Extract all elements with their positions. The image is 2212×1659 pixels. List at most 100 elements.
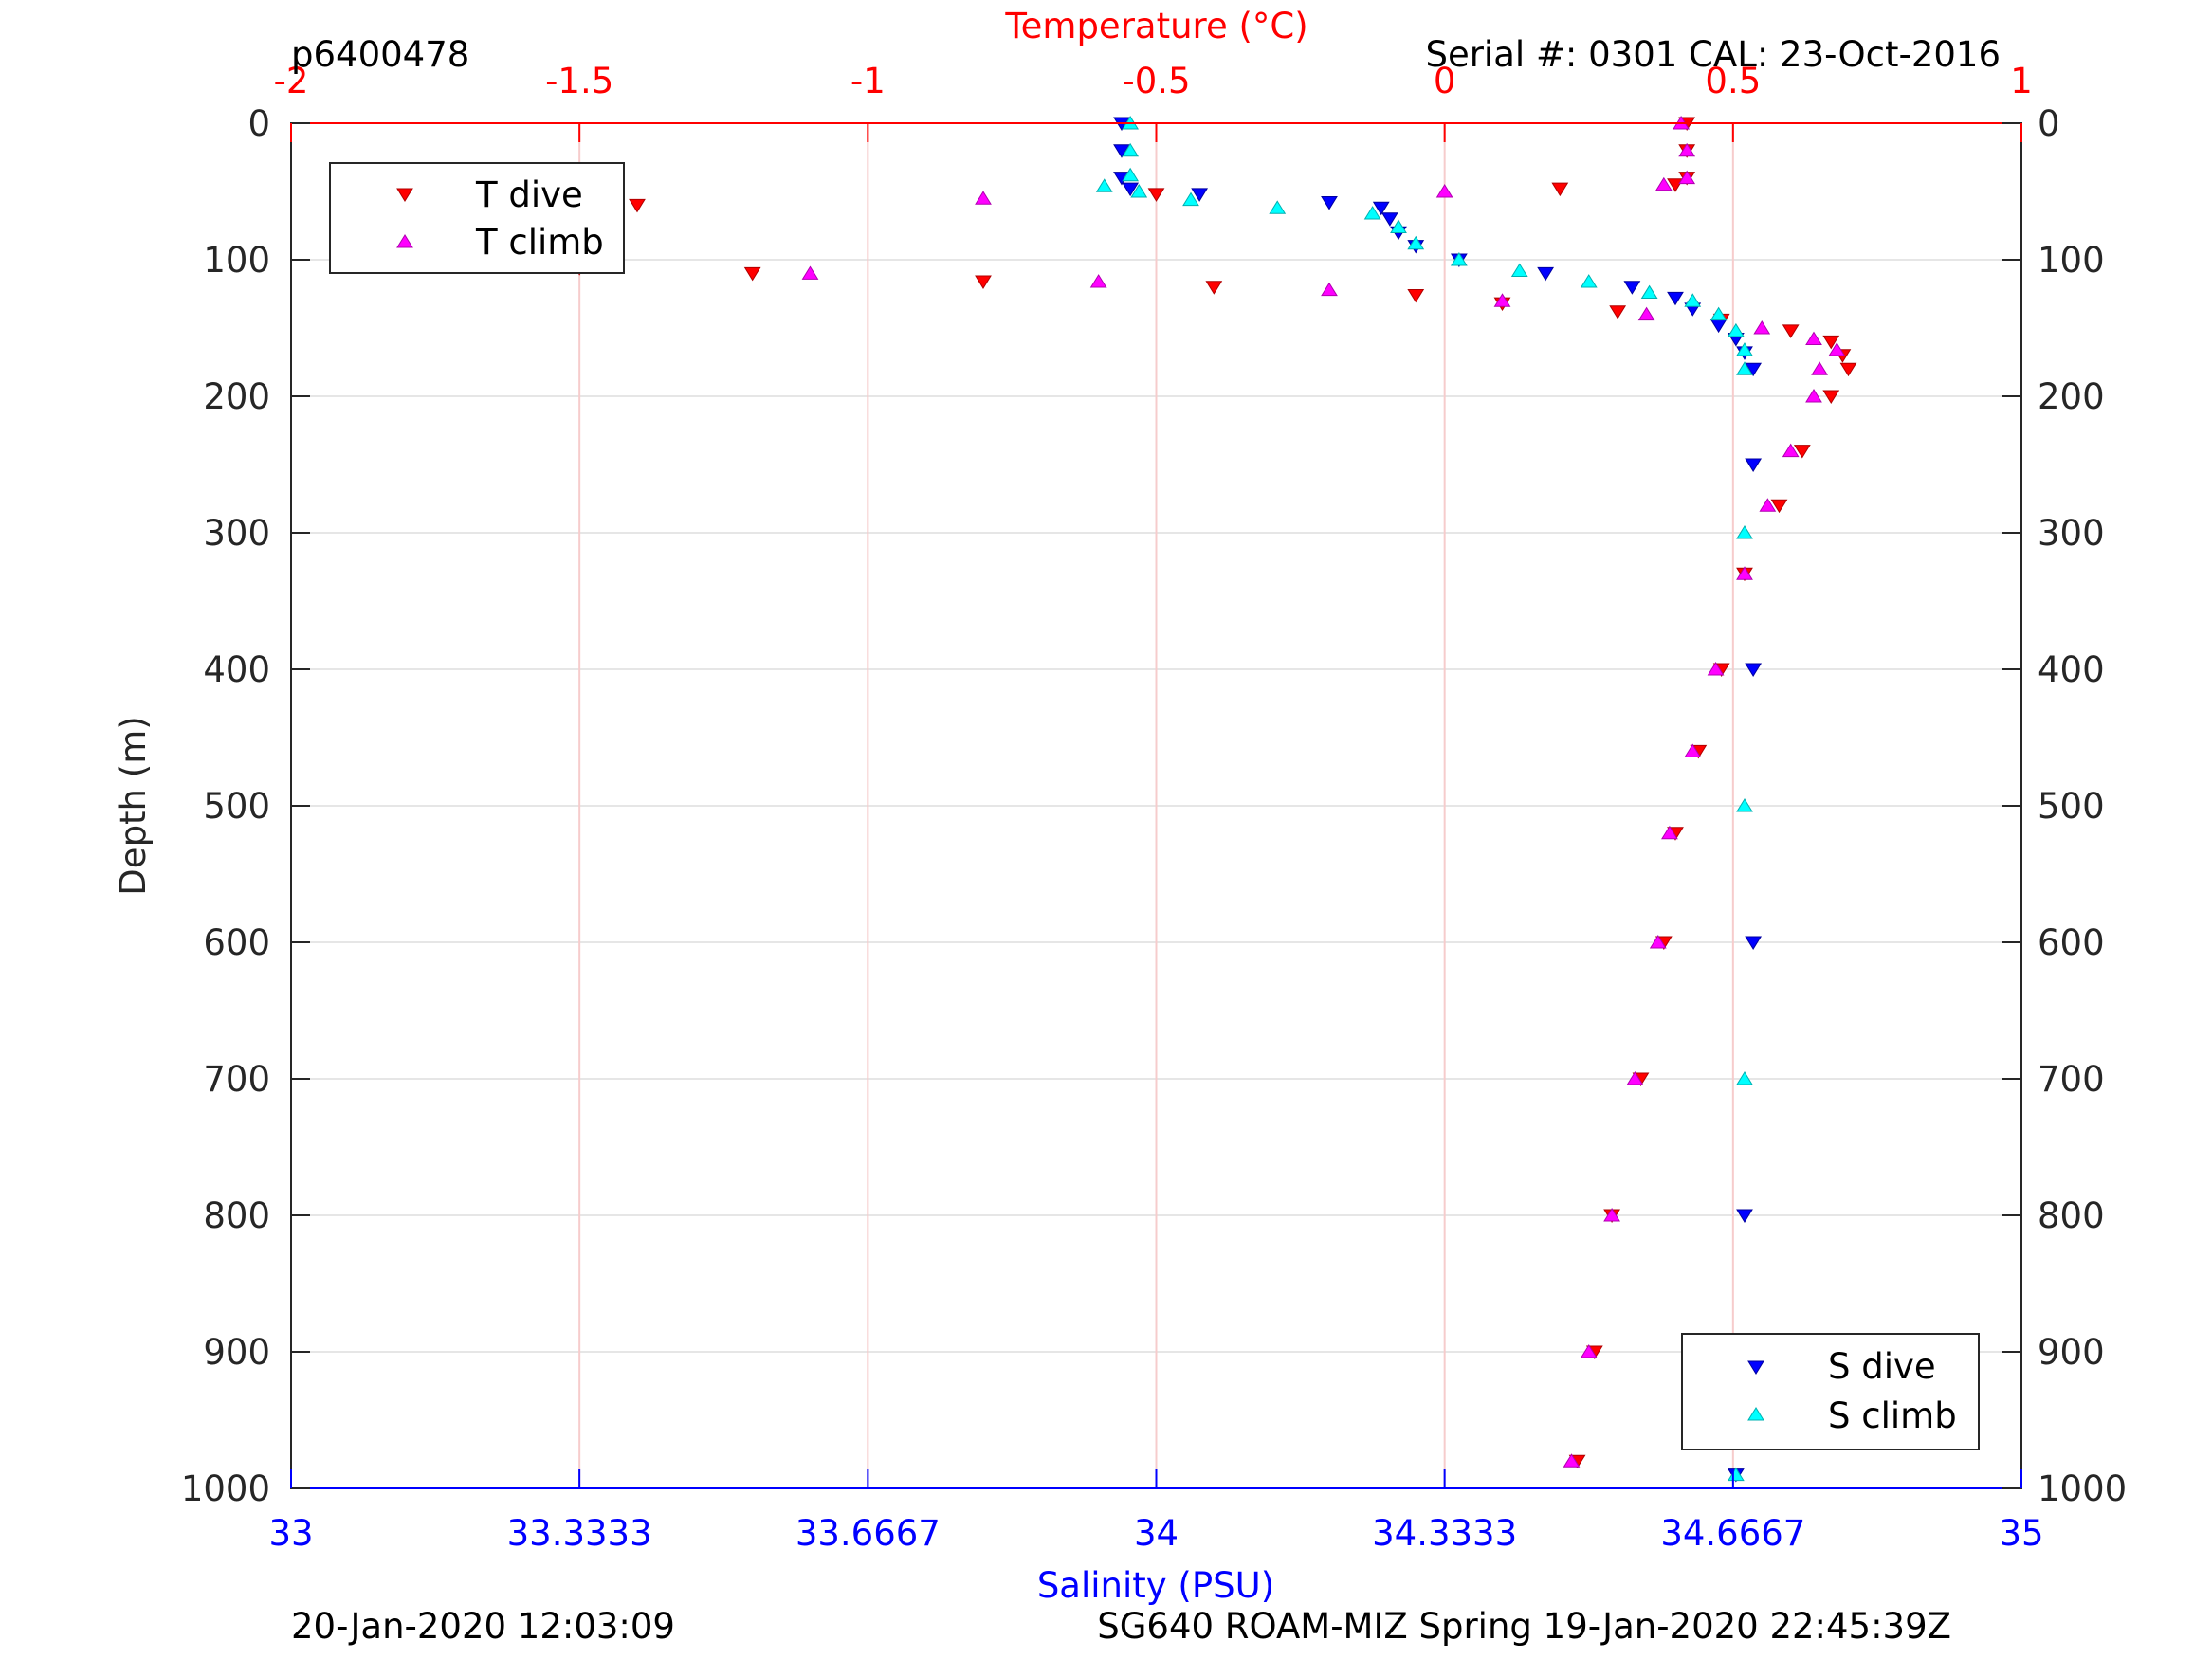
temperature-tick-label: -2 [274,61,309,101]
depth-tick-label-right: 600 [2038,922,2105,963]
s-dive-point [1745,458,1763,472]
depth-tick-label-left: 0 [247,103,270,144]
depth-tick-label-left: 500 [203,786,270,827]
salinity-tick-label: 33.6667 [795,1513,941,1554]
depth-tick-label-right: 800 [2038,1195,2105,1236]
salinity-axis-title: Salinity (PSU) [1037,1565,1274,1606]
s-climb-point [1709,306,1728,321]
salinity-tick-label: 35 [1999,1513,2043,1554]
depth-axis-title: Depth (m) [113,716,154,895]
s-climb-point [1182,191,1199,207]
grid [291,123,2021,1488]
t-climb-legend-marker [396,234,413,248]
t-climb-point [1828,342,1846,356]
depth-tick-label-left: 300 [203,513,270,554]
t-dive-point [1407,288,1425,303]
t-dive-point [1822,335,1840,350]
s-dive-legend-label: S dive [1828,1346,1936,1387]
t-climb-point [1580,1344,1598,1358]
s-climb-point [1640,284,1658,300]
legend-salinity: S dive S climb [1681,1333,1980,1450]
depth-tick-label-right: 0 [2038,103,2060,144]
t-climb-point [1493,293,1511,307]
s-climb-legend-marker [1747,1407,1764,1421]
t-climb-point [1626,1071,1644,1085]
t-climb-legend-label: T climb [475,222,604,263]
salinity-tick-label: 34.3333 [1372,1513,1517,1554]
s-climb-point [1736,342,1753,356]
t-dive-point [1551,182,1569,197]
depth-tick-label-right: 300 [2038,513,2105,554]
serial-cal-label: Serial #: 0301 CAL: 23-Oct-2016 [1425,34,2001,75]
t-dive-point [629,198,646,213]
ticks: 0 0 100 100 200 200 300 300 400 400 500 500 600 600 70… [181,61,2127,1554]
t-dive-point [1839,362,1857,377]
t-climb-point [1753,320,1771,335]
depth-tick-label-right: 100 [2038,240,2105,281]
salinity-tick-label: 34.6667 [1660,1513,1805,1554]
t-dive-point [1609,305,1627,319]
s-climb-point [1095,178,1113,192]
s-climb-point [1122,167,1140,182]
t-dive-point [1147,188,1165,202]
t-climb-point [1684,743,1702,757]
s-climb-legend-label: S climb [1828,1395,1957,1436]
footer-timestamp: 20-Jan-2020 12:03:09 [291,1606,675,1647]
temperature-tick-label: 0.5 [1705,61,1761,101]
t-climb-point [1707,662,1725,676]
s-dive-point [1380,212,1398,227]
salinity-tick-label: 33.3333 [507,1513,652,1554]
depth-tick-label-left: 1000 [181,1468,270,1509]
s-climb-point [1580,274,1598,288]
depth-tick-label-right: 1000 [2038,1468,2127,1509]
salinity-tick-label: 34 [1134,1513,1179,1554]
temperature-tick-label: -0.5 [1122,61,1190,101]
depth-tick-label-right: 500 [2038,786,2105,827]
s-dive-point [1372,201,1390,216]
s-dive-point [1321,196,1338,210]
s-climb-point [1122,142,1140,157]
t-dive-point [1793,445,1811,459]
temperature-tick-label: 1 [2010,61,2033,101]
t-dive-point [1667,178,1684,192]
t-dive-point [1205,281,1223,295]
t-dive-legend-label: T dive [475,174,583,215]
t-climb-point [1603,1208,1620,1222]
s-climb-point [1407,235,1425,250]
t-climb-point [1678,142,1696,157]
depth-tick-label-left: 800 [203,1195,270,1236]
s-climb-point [1510,263,1528,278]
s-dive-point [1191,188,1209,202]
s-climb-point [1736,525,1753,539]
t-dive-point [1770,499,1788,514]
t-climb-point [1805,331,1822,346]
t-dive-legend-marker [396,188,413,202]
s-dive-point [1537,266,1555,282]
t-climb-point [1661,825,1678,840]
depth-tick-label-right: 400 [2038,649,2105,690]
depth-tick-label-left: 600 [203,922,270,963]
salinity-tick-label: 33 [268,1513,313,1554]
s-climb-point [1130,184,1148,198]
s-dive-legend-marker [1747,1360,1764,1375]
t-climb-point [1649,935,1667,949]
t-dive-point [1782,324,1800,338]
s-dive-point [1667,291,1684,306]
t-climb-point [1759,498,1777,512]
depth-tick-label-right: 200 [2038,376,2105,417]
depth-tick-label-right: 900 [2038,1332,2105,1373]
t-climb-point [1637,306,1655,321]
footer-mission: SG640 ROAM-MIZ Spring 19-Jan-2020 22:45:… [1097,1606,1951,1647]
t-climb-point [1678,170,1696,185]
legend-temperature: T dive T climb [329,162,625,274]
s-climb-point [1736,798,1753,812]
s-climb-point [1727,322,1745,337]
depth-tick-label-left: 700 [203,1059,270,1100]
temperature-tick-label: -1.5 [545,61,613,101]
t-climb-point [1782,443,1800,458]
s-dive-point [1122,182,1140,197]
t-dive-point [1822,390,1840,404]
t-climb-point [1736,566,1753,580]
temperature-axis-title: Temperature (°C) [1004,6,1307,46]
legend-temperature-box [329,162,625,274]
